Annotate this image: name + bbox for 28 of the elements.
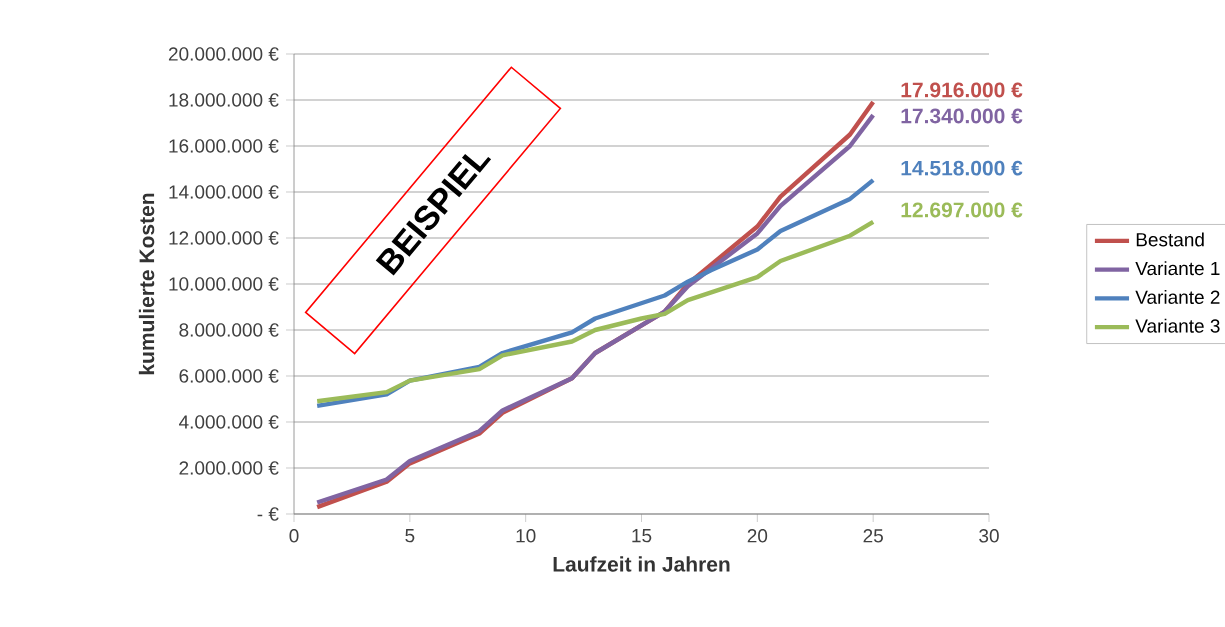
x-tick-label: 20 xyxy=(747,529,768,543)
y-tick-label: 16.000.000 € xyxy=(169,139,279,153)
y-tick-label: - € xyxy=(257,507,279,521)
legend-label: Variante 1 xyxy=(1135,261,1220,276)
legend-label: Bestand xyxy=(1136,232,1204,247)
data-label: 17.916.000 € xyxy=(901,82,1023,98)
y-tick-label: 18.000.000 € xyxy=(169,93,279,107)
x-axis-title: Laufzeit in Jahren xyxy=(553,556,730,572)
y-tick-label: 6.000.000 € xyxy=(179,369,279,383)
legend-label: Variante 2 xyxy=(1135,290,1220,304)
x-tick-label: 10 xyxy=(516,529,536,543)
y-tick-label: 20.000.000 € xyxy=(168,47,279,61)
x-tick-label: 0 xyxy=(289,529,299,543)
x-tick-label: 15 xyxy=(632,529,652,543)
y-axis-title: kumulierte Kosten xyxy=(138,193,155,375)
x-tick-label: 25 xyxy=(863,529,883,543)
legend-label: Variante 3 xyxy=(1135,318,1220,333)
data-label: 12.697.000 € xyxy=(901,202,1023,218)
y-tick-label: 10.000.000 € xyxy=(169,277,279,291)
data-label: 17.340.000 € xyxy=(901,108,1023,124)
x-tick-label: 30 xyxy=(979,529,999,543)
y-tick-label: 8.000.000 € xyxy=(179,323,279,337)
x-tick-label: 5 xyxy=(405,529,415,543)
y-tick-label: 2.000.000 € xyxy=(179,461,279,475)
data-label: 14.518.000 € xyxy=(901,160,1023,176)
y-tick-label: 4.000.000 € xyxy=(179,415,279,429)
y-tick-label: 12.000.000 € xyxy=(169,231,279,245)
y-tick-label: 14.000.000 € xyxy=(169,185,279,199)
